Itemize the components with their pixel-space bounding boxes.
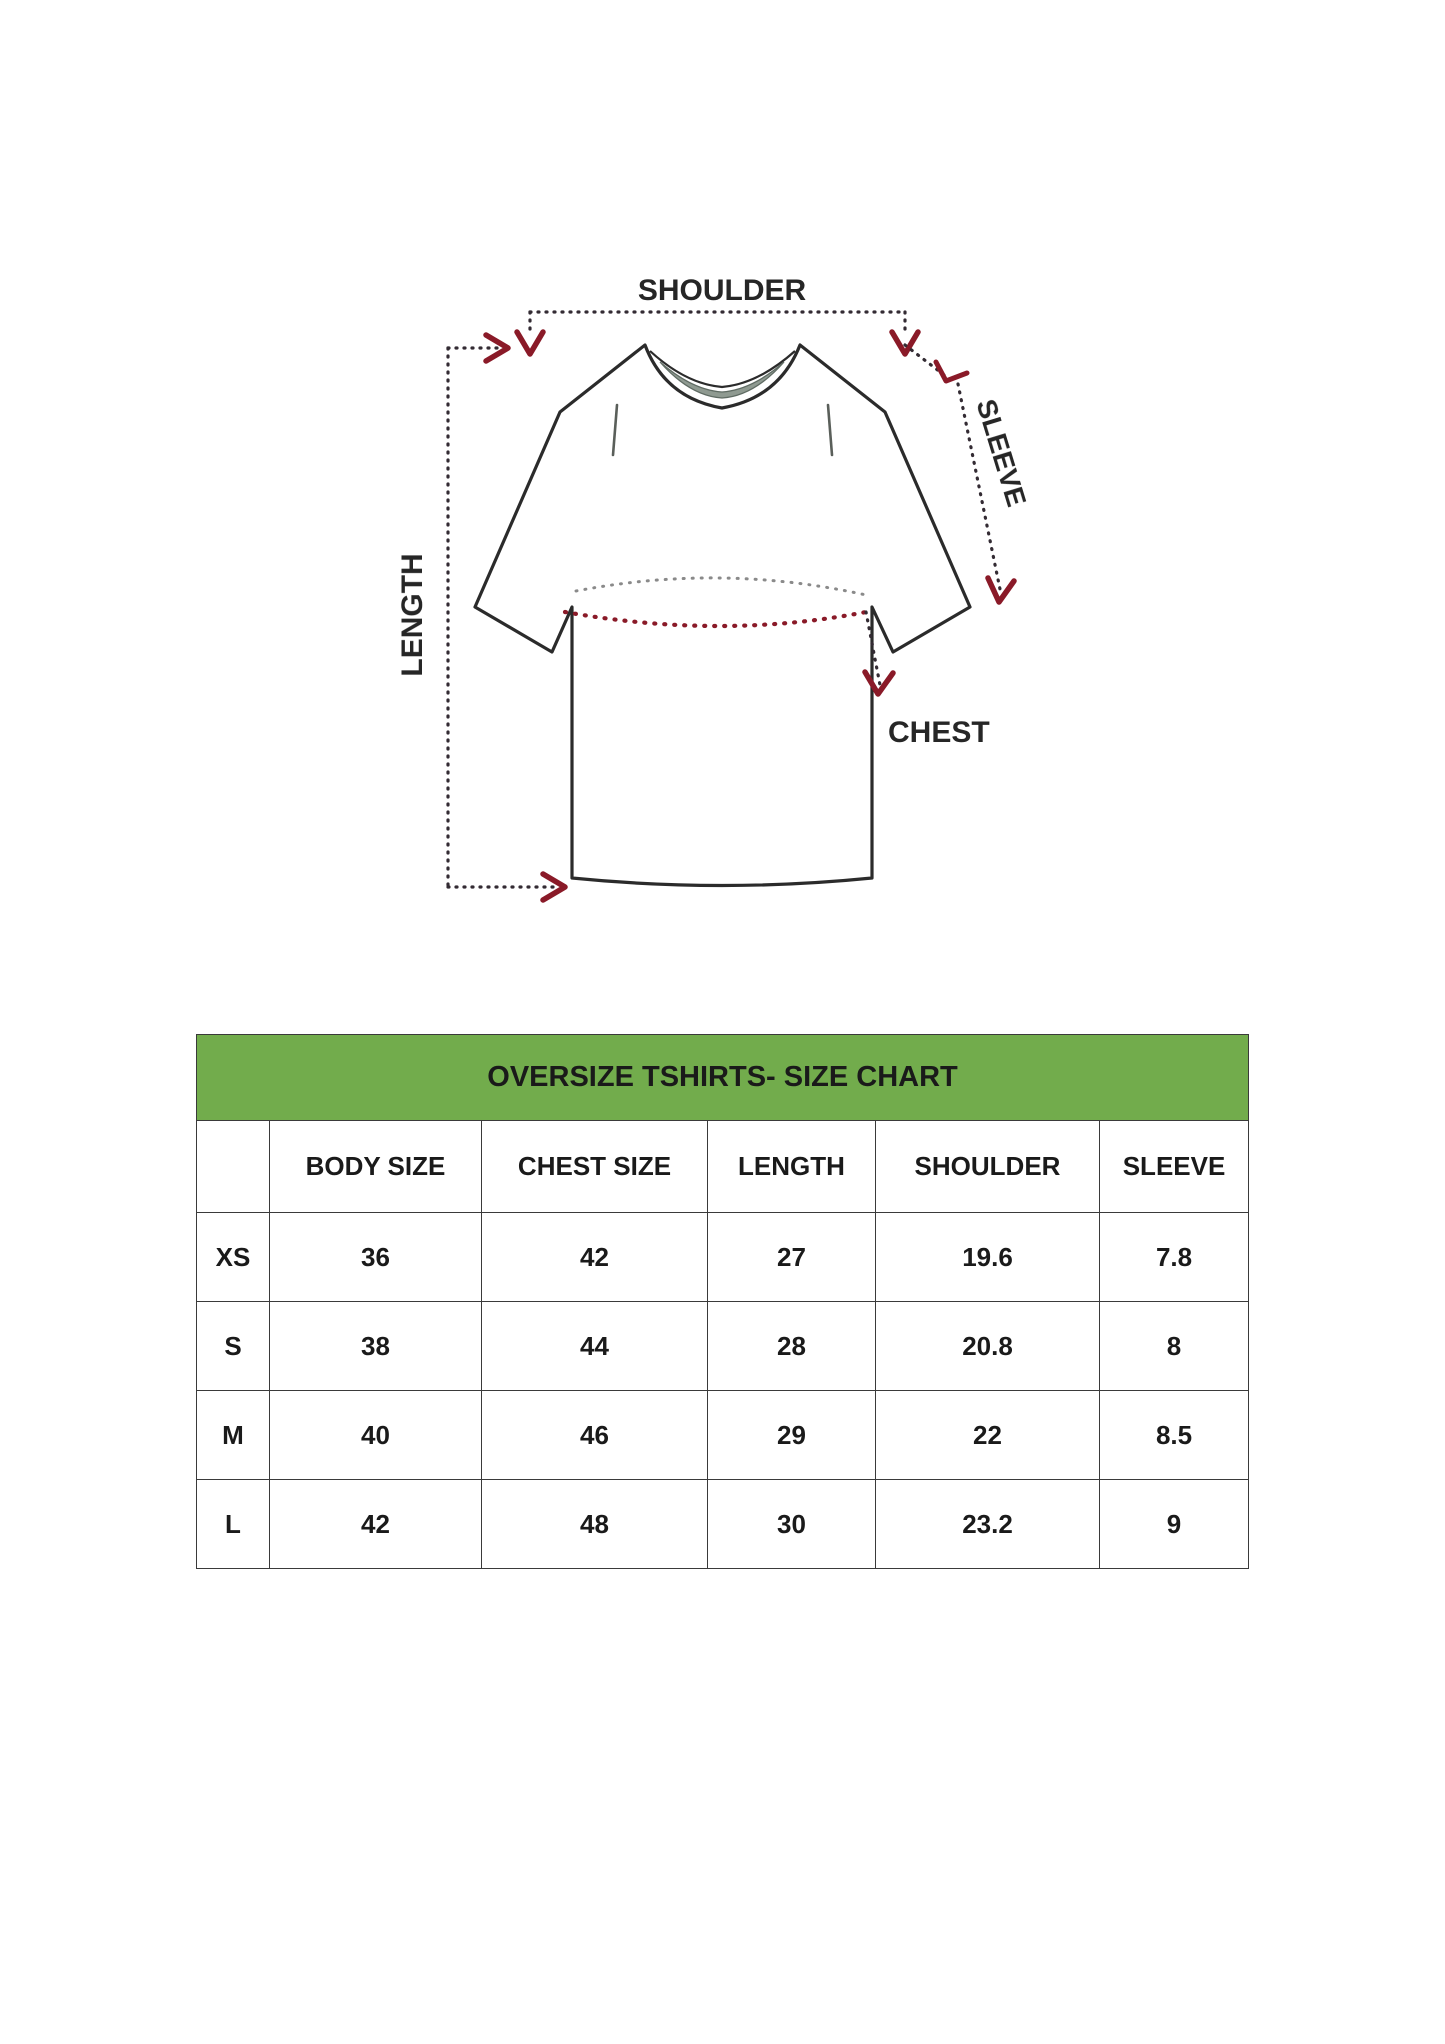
svg-text:SHOULDER: SHOULDER	[638, 274, 807, 307]
svg-text:CHEST: CHEST	[888, 716, 990, 749]
